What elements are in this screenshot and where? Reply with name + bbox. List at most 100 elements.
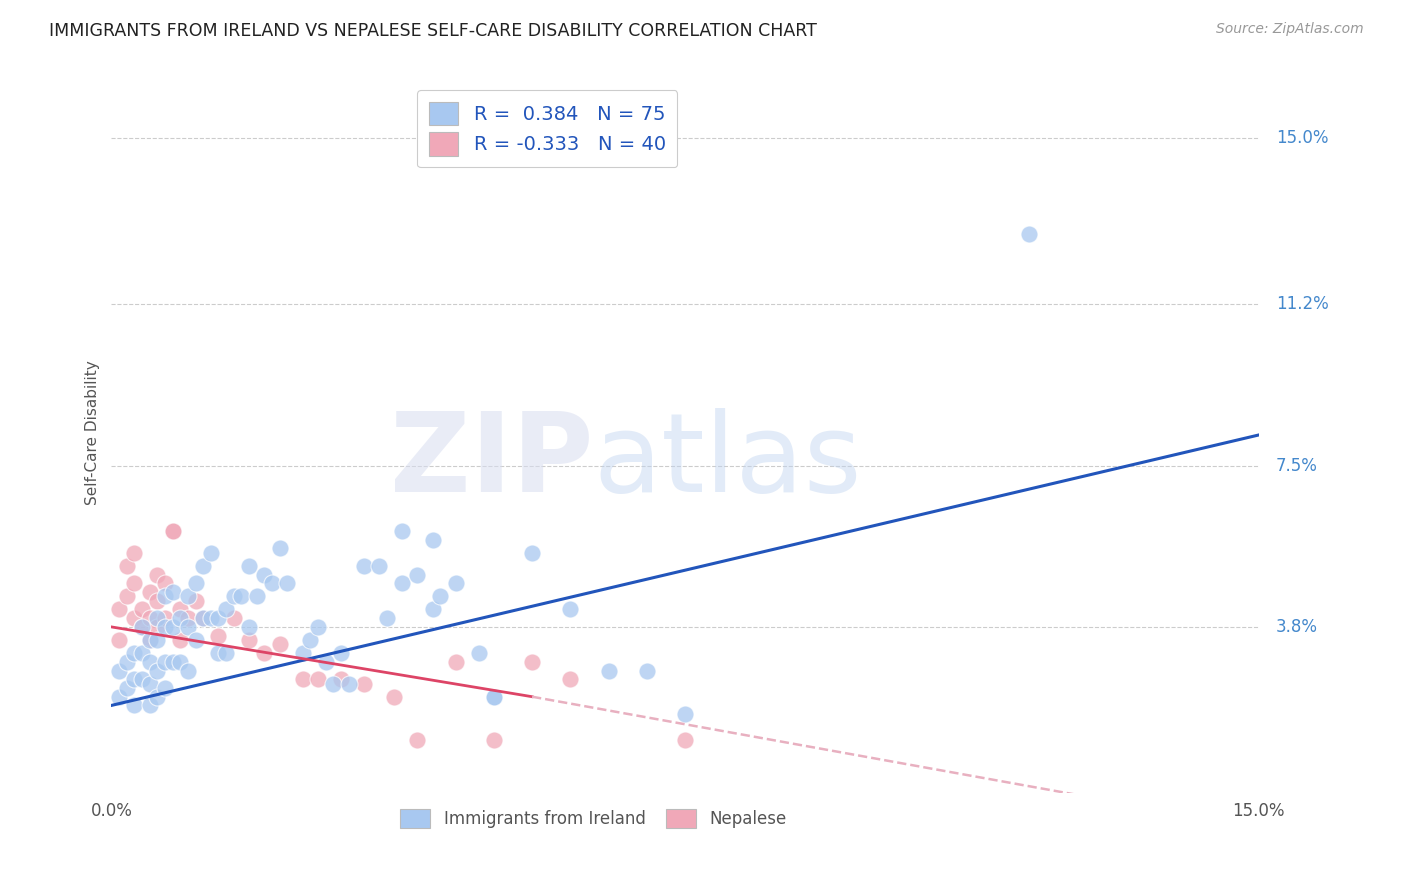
Point	[108, 632, 131, 647]
Point	[138, 676, 160, 690]
Point	[1018, 227, 1040, 242]
Point	[560, 672, 582, 686]
Point	[406, 567, 429, 582]
Text: 11.2%: 11.2%	[1275, 295, 1329, 313]
Point	[115, 681, 138, 695]
Point	[138, 632, 160, 647]
Point	[215, 602, 238, 616]
Point	[636, 664, 658, 678]
Point	[673, 707, 696, 722]
Point	[153, 576, 176, 591]
Point	[177, 620, 200, 634]
Point	[138, 611, 160, 625]
Point	[131, 620, 153, 634]
Point	[322, 676, 344, 690]
Point	[162, 524, 184, 538]
Point	[138, 698, 160, 713]
Point	[162, 524, 184, 538]
Point	[222, 590, 245, 604]
Point	[406, 733, 429, 747]
Point	[291, 646, 314, 660]
Point	[115, 655, 138, 669]
Point	[193, 611, 215, 625]
Point	[146, 567, 169, 582]
Point	[238, 620, 260, 634]
Point	[177, 664, 200, 678]
Point	[215, 646, 238, 660]
Point	[422, 602, 444, 616]
Point	[337, 676, 360, 690]
Point	[193, 558, 215, 573]
Point	[124, 646, 146, 660]
Point	[200, 546, 222, 560]
Point	[177, 590, 200, 604]
Text: ZIP: ZIP	[389, 409, 593, 515]
Point	[429, 590, 451, 604]
Point	[146, 611, 169, 625]
Point	[269, 637, 291, 651]
Point	[153, 590, 176, 604]
Point	[169, 632, 191, 647]
Point	[353, 558, 375, 573]
Point	[162, 620, 184, 634]
Point	[146, 690, 169, 704]
Point	[131, 672, 153, 686]
Point	[153, 655, 176, 669]
Point	[177, 611, 200, 625]
Point	[482, 690, 505, 704]
Point	[124, 576, 146, 591]
Point	[315, 655, 337, 669]
Point	[246, 590, 269, 604]
Point	[307, 620, 329, 634]
Point	[238, 558, 260, 573]
Point	[444, 576, 467, 591]
Point	[153, 611, 176, 625]
Point	[482, 733, 505, 747]
Point	[184, 632, 207, 647]
Point	[108, 602, 131, 616]
Point	[153, 620, 176, 634]
Text: IMMIGRANTS FROM IRELAND VS NEPALESE SELF-CARE DISABILITY CORRELATION CHART: IMMIGRANTS FROM IRELAND VS NEPALESE SELF…	[49, 22, 817, 40]
Point	[482, 690, 505, 704]
Point	[384, 690, 406, 704]
Text: atlas: atlas	[593, 409, 862, 515]
Point	[253, 646, 276, 660]
Point	[131, 602, 153, 616]
Point	[184, 593, 207, 607]
Point	[124, 611, 146, 625]
Point	[422, 533, 444, 547]
Point	[353, 676, 375, 690]
Point	[138, 655, 160, 669]
Point	[146, 593, 169, 607]
Point	[238, 632, 260, 647]
Point	[444, 655, 467, 669]
Point	[299, 632, 322, 647]
Point	[169, 602, 191, 616]
Point	[329, 672, 352, 686]
Legend: Immigrants from Ireland, Nepalese: Immigrants from Ireland, Nepalese	[394, 802, 793, 835]
Point	[169, 655, 191, 669]
Point	[673, 733, 696, 747]
Point	[153, 681, 176, 695]
Point	[560, 602, 582, 616]
Point	[276, 576, 298, 591]
Text: 7.5%: 7.5%	[1275, 457, 1317, 475]
Point	[375, 611, 398, 625]
Point	[207, 611, 229, 625]
Point	[131, 620, 153, 634]
Point	[108, 690, 131, 704]
Point	[200, 611, 222, 625]
Point	[146, 664, 169, 678]
Point	[169, 611, 191, 625]
Point	[124, 672, 146, 686]
Point	[124, 546, 146, 560]
Point	[115, 558, 138, 573]
Point	[124, 698, 146, 713]
Point	[329, 646, 352, 660]
Point	[184, 576, 207, 591]
Point	[131, 646, 153, 660]
Point	[467, 646, 489, 660]
Y-axis label: Self-Care Disability: Self-Care Disability	[86, 360, 100, 505]
Point	[598, 664, 620, 678]
Point	[146, 620, 169, 634]
